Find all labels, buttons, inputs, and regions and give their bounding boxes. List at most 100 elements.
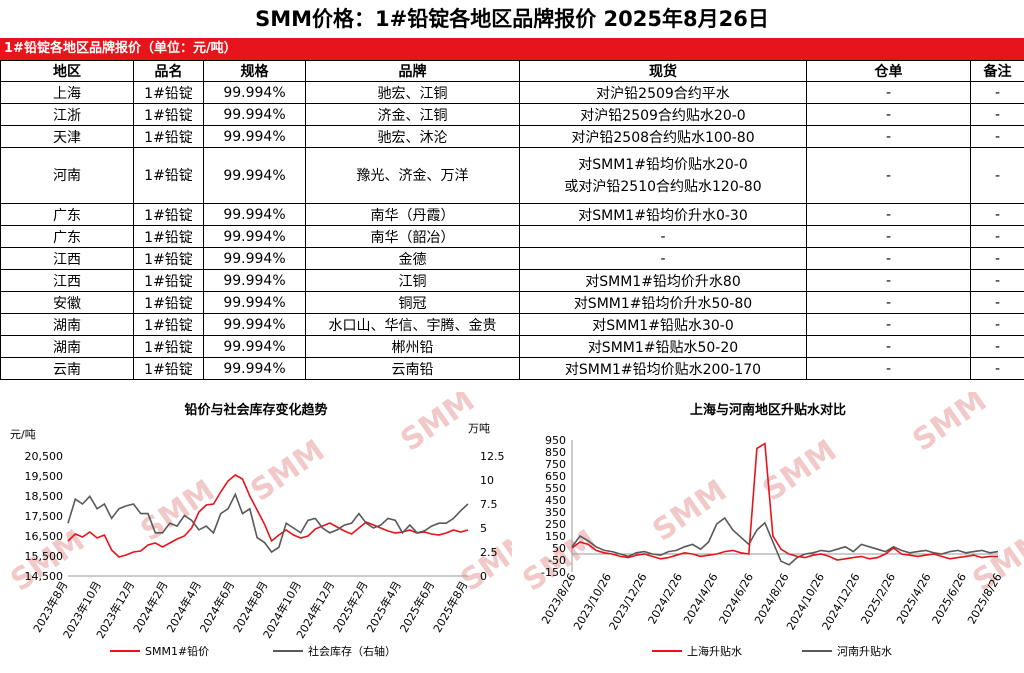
table-row: 江浙 1#铅锭 99.994% 济金、江铜 对沪铅2509合约贴水20-0- - [0, 103, 1024, 126]
cell-spec: 99.994% [203, 125, 306, 148]
cell-spot: 对SMM1#铅均价贴水200-170 [519, 357, 807, 380]
cell-product: 1#铅锭 [133, 225, 204, 248]
x-tick-label: 2025/2/26 [859, 571, 898, 626]
x-tick-label: 2024/6/26 [717, 571, 756, 626]
cell-region: 天津 [0, 125, 134, 148]
spot-line-1: 对SMM1#铅均价贴水20-0 [578, 156, 748, 173]
table-row: 湖南 1#铅锭 99.994% 水口山、华信、宇腾、金贵 对SMM1#铅贴水30-0- - [0, 313, 1024, 336]
cell-product: 1#铅锭 [133, 269, 204, 292]
cell-note: - [970, 147, 1024, 204]
cell-product: 1#铅锭 [133, 313, 204, 336]
cell-region: 云南 [0, 357, 134, 380]
cell-spec: 99.994% [203, 225, 306, 248]
col-header-product: 品名 [133, 60, 204, 82]
series-line-shanghai [571, 442, 998, 561]
y-tick-label: -50 [548, 554, 566, 567]
y-tick-label: 15,500 [25, 550, 64, 563]
y-tick-label: 350 [545, 506, 566, 519]
cell-spot: 对SMM1#铅均价升水50-80 [519, 291, 807, 314]
cell-spot: - [519, 247, 807, 270]
cell-brand: 驰宏、江铜 [305, 81, 520, 104]
table-row: 天津 1#铅锭 99.994% 驰宏、沐沦 对沪铅2508合约贴水100-80- - [0, 125, 1024, 148]
cell-brand: 水口山、华信、宇腾、金贵 [305, 313, 520, 336]
price-table: 地区 品名 规格 品牌 现货 仓单 备注 上海 1#铅锭 99.994% 驰宏、江铜对… [0, 60, 1024, 380]
cell-spot: 对SMM1#铅贴水30-0 [519, 313, 807, 336]
table-row: 江西 1#铅锭 99.994% 金德 - - - [0, 247, 1024, 270]
cell-spot: 对SMM1#铅均价升水0-30 [519, 203, 807, 226]
cell-warrant: - [806, 269, 971, 292]
cell-note: - [970, 225, 1024, 248]
cell-note: - [970, 313, 1024, 336]
cell-brand: 济金、江铜 [305, 103, 520, 126]
cell-spot: - [519, 225, 807, 248]
table-row: 河南 1#铅锭 99.994% 豫光、济金、万洋 对SMM1#铅均价贴水20-0 或对沪铅… [0, 147, 1024, 204]
x-tick-label: 2024/4/26 [681, 571, 720, 626]
cell-brand: 郴州铅 [305, 335, 520, 358]
x-tick-label: 2024/8/26 [752, 571, 791, 626]
cell-brand: 南华（丹霞） [305, 203, 520, 226]
cell-spec: 99.994% [203, 313, 306, 336]
cell-region: 江西 [0, 269, 134, 292]
y2-axis-label: 万吨 [468, 422, 490, 435]
cell-warrant: - [806, 291, 971, 314]
cell-spec: 99.994% [203, 203, 306, 226]
cell-spot: 对沪铅2509合约平水 [519, 81, 807, 104]
cell-note: - [970, 335, 1024, 358]
y-tick-label: 14,500 [25, 570, 64, 583]
cell-product: 1#铅锭 [133, 125, 204, 148]
cell-product: 1#铅锭 [133, 335, 204, 358]
x-tick-label: 2024/2/26 [646, 571, 685, 626]
legend-label-price: SMM1#铅价 [145, 644, 209, 658]
cell-region: 江浙 [0, 103, 134, 126]
cell-spec: 99.994% [203, 291, 306, 314]
cell-region: 广东 [0, 203, 134, 226]
y-tick-label: -150 [541, 566, 566, 579]
y2-tick-label: 12.5 [480, 450, 505, 463]
table-row: 云南 1#铅锭 99.994% 云南铅 对SMM1#铅均价贴水200-170- - [0, 357, 1024, 380]
y-tick-label: 950 [545, 434, 566, 447]
cell-region: 上海 [0, 81, 134, 104]
y2-tick-label: 0 [480, 570, 487, 583]
table-row: 湖南 1#铅锭 99.994% 郴州铅 对SMM1#铅贴水50-20- - [0, 335, 1024, 358]
cell-region: 广东 [0, 225, 134, 248]
y2-tick-label: 10 [480, 474, 494, 487]
cell-brand: 驰宏、沐沦 [305, 125, 520, 148]
cell-note: - [970, 357, 1024, 380]
watermark: SMM [647, 473, 734, 548]
cell-brand: 金德 [305, 247, 520, 270]
y-tick-label: 650 [545, 470, 566, 483]
cell-spec: 99.994% [203, 147, 306, 204]
cell-brand: 铜冠 [305, 291, 520, 314]
cell-note: - [970, 81, 1024, 104]
cell-product: 1#铅锭 [133, 247, 204, 270]
cell-brand: 南华（韶冶） [305, 225, 520, 248]
y-tick-label: 750 [545, 458, 566, 471]
watermark: SMM [245, 433, 332, 508]
x-tick-label: 2024/12/26 [820, 571, 863, 632]
y-tick-label: 150 [545, 530, 566, 543]
cell-warrant: - [806, 335, 971, 358]
cell-spot: 对SMM1#铅均价贴水20-0 或对沪铅2510合约贴水120-80 [519, 147, 807, 204]
table-row: 上海 1#铅锭 99.994% 驰宏、江铜 对沪铅2509合约平水 - - [0, 81, 1024, 104]
y-tick-label: 17,500 [25, 510, 64, 523]
cell-warrant: - [806, 103, 971, 126]
x-tick-label: 2025/6/26 [930, 571, 969, 626]
col-header-brand: 品牌 [305, 60, 520, 82]
y-tick-label: 16,500 [25, 530, 64, 543]
cell-note: - [970, 125, 1024, 148]
legend-label-inventory: 社会库存（右轴） [308, 644, 396, 658]
cell-brand: 云南铅 [305, 357, 520, 380]
cell-region: 河南 [0, 147, 134, 204]
cell-spec: 99.994% [203, 269, 306, 292]
cell-spot: 对SMM1#铅贴水50-20 [519, 335, 807, 358]
col-header-region: 地区 [0, 60, 134, 82]
table-row: 广东 1#铅锭 99.994% 南华（韶冶） - - - [0, 225, 1024, 248]
cell-spec: 99.994% [203, 81, 306, 104]
table-row: 江西 1#铅锭 99.994% 江铜 对SMM1#铅均价升水80- - [0, 269, 1024, 292]
x-tick-label: 2025/4/26 [894, 571, 933, 626]
cell-product: 1#铅锭 [133, 291, 204, 314]
watermark: SMM [907, 392, 994, 459]
cell-product: 1#铅锭 [133, 147, 204, 204]
cell-spot: 对SMM1#铅均价升水80 [519, 269, 807, 292]
